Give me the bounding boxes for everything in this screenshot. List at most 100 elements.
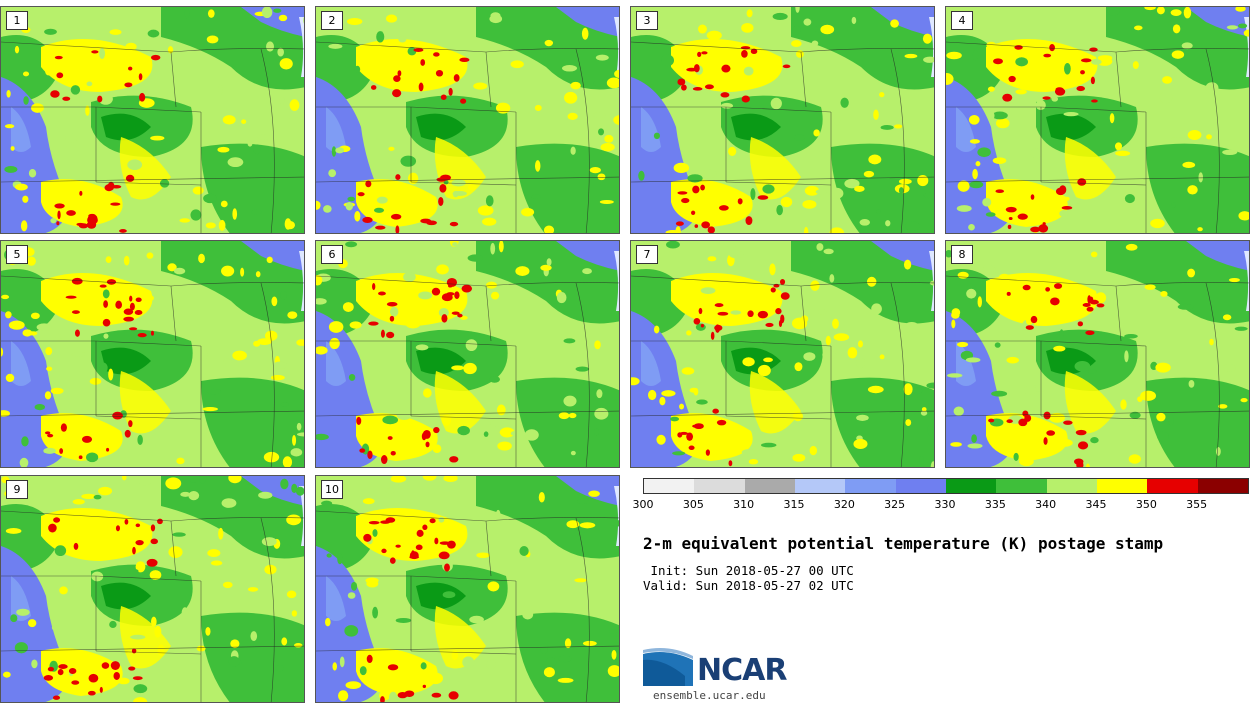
logo-url[interactable]: ensemble.ucar.edu bbox=[653, 689, 766, 702]
stamp-member-10[interactable]: 10 bbox=[315, 475, 620, 703]
map-shape bbox=[847, 347, 858, 359]
map-shape bbox=[1050, 297, 1060, 306]
map-shape bbox=[1, 645, 304, 652]
map-shape bbox=[800, 51, 807, 108]
map-shape bbox=[416, 113, 466, 141]
map-shape bbox=[71, 310, 80, 314]
map-shape bbox=[57, 669, 64, 676]
stamp-member-6[interactable]: 6 bbox=[315, 240, 620, 468]
map-shape bbox=[769, 263, 776, 276]
map-shape bbox=[101, 662, 110, 669]
map-shape bbox=[917, 174, 929, 187]
map-shape bbox=[457, 425, 470, 436]
map-shape bbox=[299, 486, 304, 546]
map-shape bbox=[1183, 7, 1192, 19]
map-shape bbox=[720, 102, 734, 109]
map-shape bbox=[1074, 458, 1084, 465]
map-shape bbox=[293, 643, 303, 648]
map-shape bbox=[859, 219, 871, 226]
map-shape bbox=[614, 17, 619, 77]
stamp-member-4[interactable]: 4 bbox=[945, 6, 1250, 234]
map-shape bbox=[575, 517, 590, 702]
map-shape bbox=[380, 696, 385, 702]
map-shape bbox=[763, 50, 770, 61]
map-shape bbox=[1115, 51, 1122, 108]
map-shape bbox=[700, 323, 705, 328]
stamp-member-1[interactable]: 1 bbox=[0, 6, 305, 234]
map-shape bbox=[661, 54, 675, 67]
map-shape bbox=[956, 205, 972, 212]
map-shape bbox=[829, 227, 845, 233]
stamp-member-9[interactable]: 9 bbox=[0, 475, 305, 703]
map-shape bbox=[600, 462, 616, 467]
map-shape bbox=[201, 612, 304, 702]
stamp-member-3[interactable]: 3 bbox=[630, 6, 935, 234]
map-shape bbox=[452, 242, 458, 247]
stamp-member-8[interactable]: 8 bbox=[945, 240, 1250, 468]
map-shape bbox=[991, 111, 1008, 120]
map-shape bbox=[410, 106, 517, 113]
colorbar-tick-label: 330 bbox=[934, 498, 956, 511]
map-shape bbox=[986, 273, 1098, 326]
map-shape bbox=[150, 538, 159, 545]
map-shape bbox=[5, 373, 15, 383]
map-shape bbox=[376, 196, 388, 204]
map-shape bbox=[1053, 283, 1063, 289]
map-shape bbox=[473, 82, 488, 90]
map-shape bbox=[800, 282, 934, 287]
map-shape bbox=[356, 413, 438, 461]
map-shape bbox=[88, 673, 99, 683]
map-shape bbox=[539, 643, 549, 654]
map-shape bbox=[31, 659, 38, 669]
map-shape bbox=[350, 581, 358, 591]
stamp-map bbox=[631, 7, 934, 233]
map-shape bbox=[134, 309, 143, 316]
map-shape bbox=[890, 48, 905, 233]
map-shape bbox=[287, 117, 302, 124]
map-shape bbox=[1015, 89, 1027, 95]
map-shape bbox=[179, 218, 191, 223]
map-shape bbox=[661, 390, 676, 397]
map-shape bbox=[378, 291, 386, 296]
map-shape bbox=[1090, 437, 1099, 444]
stamp-member-7[interactable]: 7 bbox=[630, 240, 935, 468]
stamp-member-2[interactable]: 2 bbox=[315, 6, 620, 234]
map-shape bbox=[395, 174, 401, 181]
map-shape bbox=[483, 512, 492, 520]
map-shape bbox=[241, 119, 247, 124]
map-shape bbox=[1080, 70, 1085, 75]
map-shape bbox=[1063, 111, 1079, 117]
map-shape bbox=[1243, 29, 1249, 37]
map-shape bbox=[1051, 96, 1059, 102]
map-shape bbox=[438, 308, 449, 318]
map-shape bbox=[447, 540, 456, 549]
map-shape bbox=[94, 242, 100, 250]
map-shape bbox=[354, 65, 361, 73]
map-shape bbox=[1030, 148, 1044, 159]
map-shape bbox=[157, 644, 165, 657]
stamp-member-5[interactable]: 5 bbox=[0, 240, 305, 468]
map-shape bbox=[346, 17, 363, 26]
map-shape bbox=[681, 84, 687, 91]
map-shape bbox=[223, 358, 232, 364]
map-shape bbox=[675, 221, 684, 226]
map-shape bbox=[388, 146, 395, 151]
map-shape bbox=[1198, 172, 1204, 183]
map-shape bbox=[894, 124, 903, 129]
map-shape bbox=[946, 41, 1117, 53]
map-shape bbox=[368, 521, 380, 525]
map-shape bbox=[58, 664, 68, 670]
map-shape bbox=[1205, 282, 1220, 467]
map-shape bbox=[594, 407, 609, 420]
map-shape bbox=[261, 537, 277, 547]
map-shape bbox=[422, 684, 427, 689]
map-shape bbox=[119, 229, 127, 233]
map-shape bbox=[1134, 25, 1143, 31]
map-shape bbox=[359, 666, 367, 676]
map-shape bbox=[425, 58, 436, 66]
map-shape bbox=[1050, 71, 1056, 77]
map-shape bbox=[1076, 85, 1085, 92]
map-shape bbox=[967, 443, 983, 449]
map-shape bbox=[556, 292, 567, 304]
map-shape bbox=[279, 58, 293, 70]
